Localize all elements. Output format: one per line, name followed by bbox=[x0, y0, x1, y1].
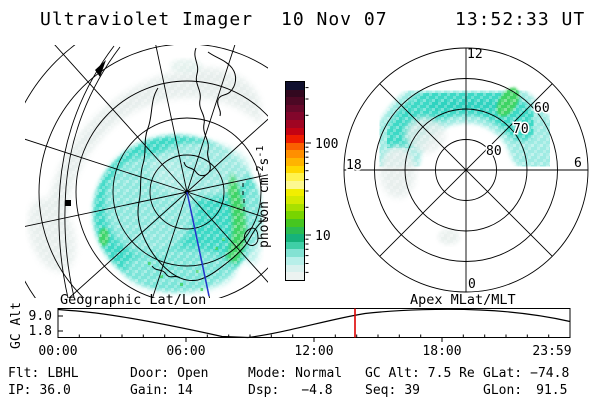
status-ip: IP: 36.0 bbox=[8, 383, 71, 398]
apex-mlt-18-label: 18 bbox=[346, 158, 362, 173]
apex-lat-80-label: 80 bbox=[486, 144, 502, 159]
status-gain: Gain: 14 bbox=[130, 383, 193, 398]
apex-mlt-6-label: 6 bbox=[574, 156, 582, 171]
geo-dashed-marks bbox=[242, 183, 245, 211]
apex-lat-60-label: 60 bbox=[534, 101, 550, 116]
gc-alt-curve bbox=[57, 308, 571, 339]
title-date: 10 Nov 07 bbox=[281, 9, 388, 30]
status-flt: Flt: LBHL bbox=[8, 366, 79, 381]
strip-xtick-1200: 12:00 bbox=[294, 344, 333, 359]
colorbar-tick-10: 10 bbox=[315, 229, 331, 244]
apex-graticule bbox=[343, 47, 589, 293]
status-glat: GLat: −74.8 bbox=[483, 366, 570, 381]
colorbar-axis: 100 10 photon cm-2s-1 bbox=[255, 87, 338, 273]
status-mode: Mode: Normal bbox=[248, 366, 343, 381]
colorbar-tick-100: 100 bbox=[315, 137, 338, 152]
status-gc-alt: GC Alt: 7.5 Re bbox=[365, 366, 475, 381]
strip-ylabel: GC Alt bbox=[9, 302, 24, 349]
strip-xtick-1800: 18:00 bbox=[422, 344, 461, 359]
flux-colorbar bbox=[285, 81, 305, 281]
strip-ytick-1-8: 1.8 bbox=[29, 324, 52, 339]
status-dsp: Dsp: −4.8 bbox=[248, 383, 333, 398]
status-door: Door: Open bbox=[130, 366, 209, 381]
terminator-line bbox=[186, 191, 210, 297]
apex-mlt-12-label: 12 bbox=[467, 47, 483, 62]
apex-map-caption: Apex MLat/MLT bbox=[410, 292, 516, 308]
status-glon: GLon: 91.5 bbox=[483, 383, 568, 398]
orbit-time-marker bbox=[65, 200, 71, 206]
geo-mosaic-texture bbox=[25, 45, 268, 298]
geo-map-caption: Geographic Lat/Lon bbox=[60, 292, 206, 308]
orbit-direction-arrow bbox=[95, 60, 106, 77]
geo-graticule bbox=[25, 45, 268, 298]
strip-chart-frame bbox=[57, 308, 571, 338]
strip-chart-ticks bbox=[58, 315, 550, 342]
title-instrument: Ultraviolet Imager bbox=[40, 9, 253, 30]
title-time: 13:52:33 UT bbox=[455, 9, 585, 30]
apex-mlt-0-label: 0 bbox=[468, 277, 476, 292]
strip-xtick-0600: 06:00 bbox=[166, 344, 205, 359]
colorbar-unit-label: photon cm-2s-1 bbox=[255, 146, 272, 248]
apex-lat-70-label: 70 bbox=[513, 122, 529, 137]
geographic-map: Geographic Lat/Lon bbox=[25, 45, 268, 308]
strip-xtick-2359: 23:59 bbox=[532, 344, 571, 359]
gc-alt-strip-chart: GC Alt 9.0 1.8 00:00 06:00 12:00 18:00 2… bbox=[9, 302, 572, 359]
orbit-track bbox=[58, 45, 121, 298]
strip-xtick-0000: 00:00 bbox=[38, 344, 77, 359]
strip-ytick-9: 9.0 bbox=[29, 309, 52, 324]
antarctica-coastline bbox=[137, 47, 267, 281]
apex-map: 12 18 6 0 60 70 80 Apex MLat/MLT bbox=[343, 47, 589, 308]
status-seq: Seq: 39 bbox=[365, 383, 420, 398]
